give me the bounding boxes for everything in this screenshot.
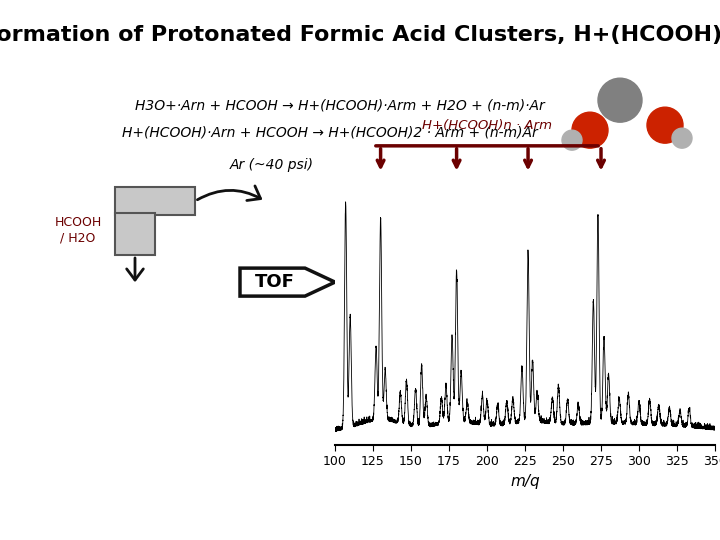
Text: H+(HCOOH)·Arn + HCOOH → H+(HCOOH)2 · Arm + (n-m)Ar: H+(HCOOH)·Arn + HCOOH → H+(HCOOH)2 · Arm… (122, 125, 538, 139)
Circle shape (598, 78, 642, 122)
Circle shape (647, 107, 683, 143)
Text: HCOOH
/ H2O: HCOOH / H2O (55, 216, 102, 244)
Bar (115, 213, 155, 255)
X-axis label: m/q: m/q (510, 474, 540, 489)
FancyArrow shape (240, 268, 335, 296)
Circle shape (562, 130, 582, 150)
Bar (115, 187, 195, 215)
Text: Formation of Protonated Formic Acid Clusters, H+(HCOOH)n: Formation of Protonated Formic Acid Clus… (0, 25, 720, 45)
Text: H+(HCOOH)n · Arm: H+(HCOOH)n · Arm (422, 119, 552, 132)
Circle shape (572, 112, 608, 148)
Text: Ar (~40 psi): Ar (~40 psi) (230, 158, 314, 172)
FancyArrowPatch shape (197, 186, 261, 200)
FancyArrowPatch shape (127, 258, 143, 280)
Text: H3O+·Arn + HCOOH → H+(HCOOH)·Arm + H2O + (n-m)·Ar: H3O+·Arn + HCOOH → H+(HCOOH)·Arm + H2O +… (135, 98, 545, 112)
Circle shape (672, 128, 692, 148)
Text: TOF: TOF (255, 273, 295, 291)
